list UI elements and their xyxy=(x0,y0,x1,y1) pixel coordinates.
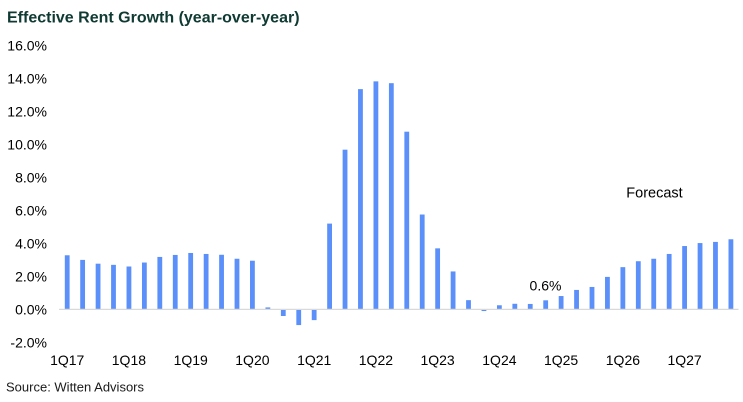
svg-text:1Q21: 1Q21 xyxy=(297,352,331,368)
svg-text:12.0%: 12.0% xyxy=(7,104,47,120)
svg-text:4.0%: 4.0% xyxy=(15,236,47,252)
svg-text:0.6%: 0.6% xyxy=(530,277,562,293)
svg-text:Source: Witten Advisors: Source: Witten Advisors xyxy=(6,379,144,394)
svg-text:10.0%: 10.0% xyxy=(7,137,47,153)
svg-text:2.0%: 2.0% xyxy=(15,269,47,285)
svg-text:0.0%: 0.0% xyxy=(15,302,47,318)
svg-text:14.0%: 14.0% xyxy=(7,71,47,87)
svg-text:8.0%: 8.0% xyxy=(15,170,47,186)
svg-text:6.0%: 6.0% xyxy=(15,203,47,219)
svg-text:Forecast: Forecast xyxy=(626,186,682,202)
svg-text:1Q19: 1Q19 xyxy=(174,352,208,368)
svg-text:1Q18: 1Q18 xyxy=(112,352,146,368)
svg-text:1Q17: 1Q17 xyxy=(50,352,84,368)
svg-text:1Q25: 1Q25 xyxy=(544,352,578,368)
svg-text:1Q26: 1Q26 xyxy=(606,352,640,368)
svg-text:16.0%: 16.0% xyxy=(7,38,47,54)
svg-text:-2.0%: -2.0% xyxy=(10,335,47,351)
svg-text:Effective Rent Growth (year-ov: Effective Rent Growth (year-over-year) xyxy=(7,9,300,26)
svg-text:1Q20: 1Q20 xyxy=(235,352,269,368)
svg-text:1Q27: 1Q27 xyxy=(667,352,701,368)
svg-text:1Q23: 1Q23 xyxy=(420,352,454,368)
svg-text:1Q22: 1Q22 xyxy=(359,352,393,368)
svg-text:1Q24: 1Q24 xyxy=(482,352,516,368)
